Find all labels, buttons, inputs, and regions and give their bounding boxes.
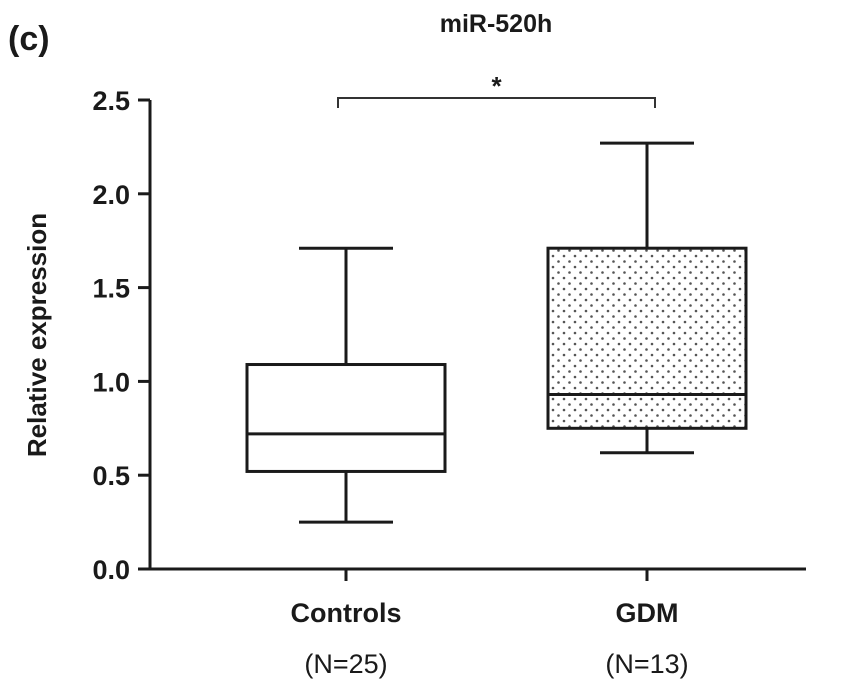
x-tick-sublabel: (N=25) <box>304 649 387 679</box>
iqr-box <box>546 246 748 430</box>
x-tick-sublabel: (N=13) <box>605 649 688 679</box>
y-axis: 0.0 0.5 1.0 1.5 2.0 2.5 <box>92 86 152 585</box>
y-tick-label: 2.0 <box>92 180 130 210</box>
chart-title: miR-520h <box>440 10 553 38</box>
boxes <box>245 141 748 524</box>
significance-bracket: * <box>337 71 656 108</box>
x-axis: Controls (N=25) GDM (N=13) <box>150 567 806 679</box>
y-axis-label: Relative expression <box>22 213 52 457</box>
y-tick-label: 1.0 <box>92 367 130 397</box>
box-controls <box>245 246 447 524</box>
x-tick-label: GDM <box>616 598 679 628</box>
y-tick-label: 0.0 <box>92 555 130 585</box>
box-gdm <box>546 141 748 455</box>
y-tick-label: 1.5 <box>92 274 130 304</box>
y-tick-label: 2.5 <box>92 86 130 116</box>
iqr-box <box>245 363 447 473</box>
bracket-line <box>337 97 656 108</box>
panel-label: (c) <box>8 20 50 58</box>
significance-star: * <box>491 71 502 101</box>
x-tick-label: Controls <box>291 598 402 628</box>
y-tick-label: 0.5 <box>92 461 130 491</box>
